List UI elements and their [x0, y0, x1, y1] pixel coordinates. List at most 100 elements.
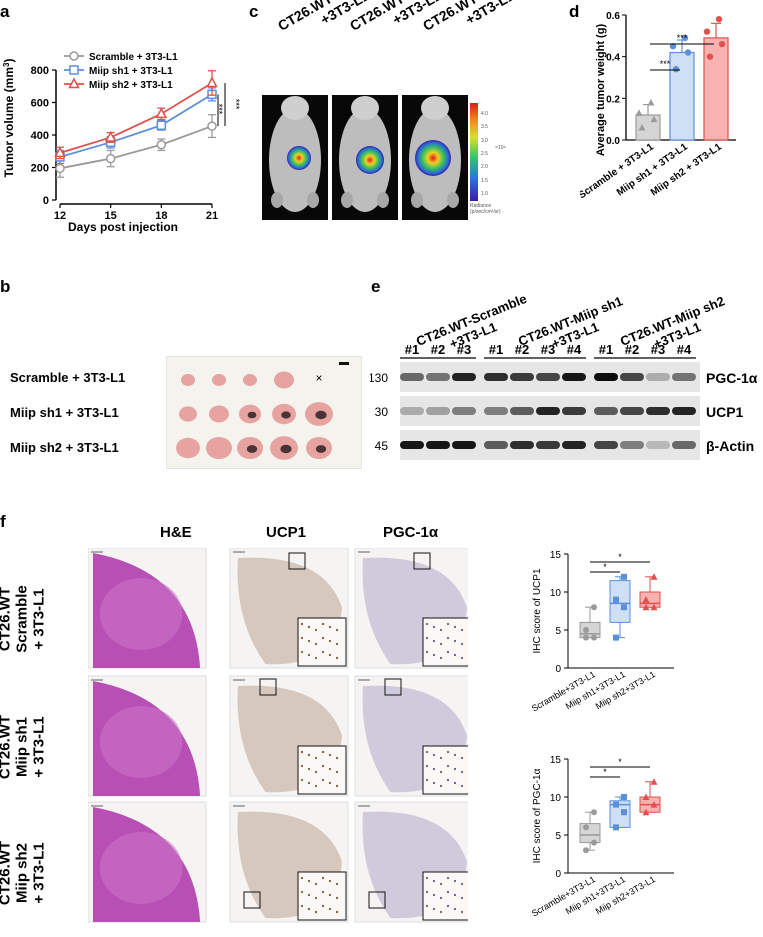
stained-cell: [425, 636, 429, 640]
scale-bar: [358, 679, 370, 681]
blot-band: [452, 373, 476, 381]
data-point: [672, 65, 680, 73]
zoom-inset: [422, 617, 468, 667]
col-header-he: H&E: [160, 524, 192, 541]
stained-cell: [460, 896, 464, 900]
stained-cell: [314, 642, 318, 646]
tumor: [181, 374, 195, 386]
molecular-weight: 130: [370, 371, 388, 385]
data-point: [583, 627, 589, 633]
x-tick-label: 18: [155, 210, 167, 222]
blot-band: [510, 373, 534, 381]
stained-cell: [307, 753, 311, 757]
stained-cell: [314, 770, 318, 774]
blot-band: [536, 373, 560, 381]
stained-cell: [307, 767, 311, 771]
stained-cell: [300, 750, 304, 754]
stained-cell: [432, 753, 436, 757]
stained-cell: [328, 625, 332, 629]
panel-letter-d: d: [569, 2, 580, 21]
region-box: [413, 552, 431, 570]
sig-label: ***: [231, 99, 240, 110]
region-box: [368, 891, 386, 909]
stained-cell: [307, 653, 311, 657]
stained-cell: [328, 781, 332, 785]
scale-bar: [358, 551, 370, 553]
stained-cell: [335, 784, 339, 788]
stained-cell: [321, 890, 325, 894]
blot-band: [426, 373, 450, 381]
data-point: [156, 140, 167, 150]
data-point: [642, 793, 650, 800]
region-box: [259, 678, 277, 696]
necrotic-area: [280, 444, 292, 454]
stained-cell: [307, 879, 311, 883]
he-tissue-region: [99, 706, 183, 778]
lane-label: #1: [489, 342, 503, 357]
ihc-image-r2-c2: [229, 675, 349, 797]
ihc-image-r1-c1: [88, 548, 207, 669]
blot-band: [426, 441, 450, 449]
box: [639, 591, 661, 608]
blot-band: [452, 441, 476, 449]
blot-band: [672, 407, 696, 415]
blot-band: [672, 373, 696, 381]
y-tick-label: 15: [550, 550, 562, 561]
data-point: [54, 146, 66, 158]
lane-label: #1: [599, 342, 613, 357]
row-label-sh1: Miip sh1 + 3T3-L1: [10, 405, 119, 420]
y-axis-label: IHC score of PGC-1α: [532, 768, 543, 863]
lane-label: #1: [405, 342, 419, 357]
row-label-sh2: Miip sh2 + 3T3-L1: [10, 440, 119, 455]
stained-cell: [460, 628, 464, 632]
blot-band: [400, 373, 424, 381]
stained-cell: [453, 879, 457, 883]
stained-cell: [446, 904, 450, 908]
stained-cell: [425, 890, 429, 894]
tumor: [239, 404, 261, 424]
blot-band: [594, 407, 618, 415]
mouse-image-2: [332, 95, 398, 220]
x-tick-label: 21: [206, 210, 218, 222]
sig-label: *: [603, 767, 607, 777]
mouse-leg: [411, 192, 423, 208]
stained-cell: [300, 876, 304, 880]
stained-cell: [439, 756, 443, 760]
ihc-image-r1-c2: [229, 548, 349, 669]
mouse-leg: [341, 192, 353, 208]
y-tick-label: 800: [31, 65, 49, 77]
stained-cell: [460, 756, 464, 760]
stained-cell: [453, 653, 457, 657]
series-line: [59, 125, 213, 170]
tumor: [212, 374, 226, 386]
stained-cell: [432, 879, 436, 883]
radiance-exponent: ×10⁸: [495, 145, 506, 151]
blot-band: [536, 441, 560, 449]
lane-label: #2: [431, 342, 445, 357]
stained-cell: [432, 893, 436, 897]
stained-cell: [335, 756, 339, 760]
data-point: [650, 801, 658, 808]
data-point: [591, 634, 597, 641]
blot-band: [646, 373, 670, 381]
stained-cell: [307, 907, 311, 911]
stained-cell: [446, 636, 450, 640]
data-point: [642, 596, 650, 603]
panel-letter-e: e: [371, 277, 381, 296]
he-tissue-region: [99, 578, 183, 650]
panel-a-line-chart: 0 200 400 600 800 12 15 18 21 *** *** Scramble + 3…: [2, 51, 240, 234]
tumor-tissue: [176, 437, 200, 459]
stained-cell: [328, 639, 332, 643]
legend-label: Miip sh1 + 3T3-L1: [89, 66, 173, 77]
scale-bar: [91, 551, 103, 553]
data-point: [669, 43, 677, 50]
tumor-photo: ×: [166, 356, 362, 469]
y-tick-label: 5: [555, 626, 561, 637]
data-point: [642, 808, 650, 816]
data-point: [207, 121, 217, 131]
legend-label: Miip sh2 + 3T3-L1: [89, 80, 173, 91]
series-line: [59, 82, 213, 154]
stained-cell: [432, 907, 436, 911]
data-point: [105, 153, 116, 164]
